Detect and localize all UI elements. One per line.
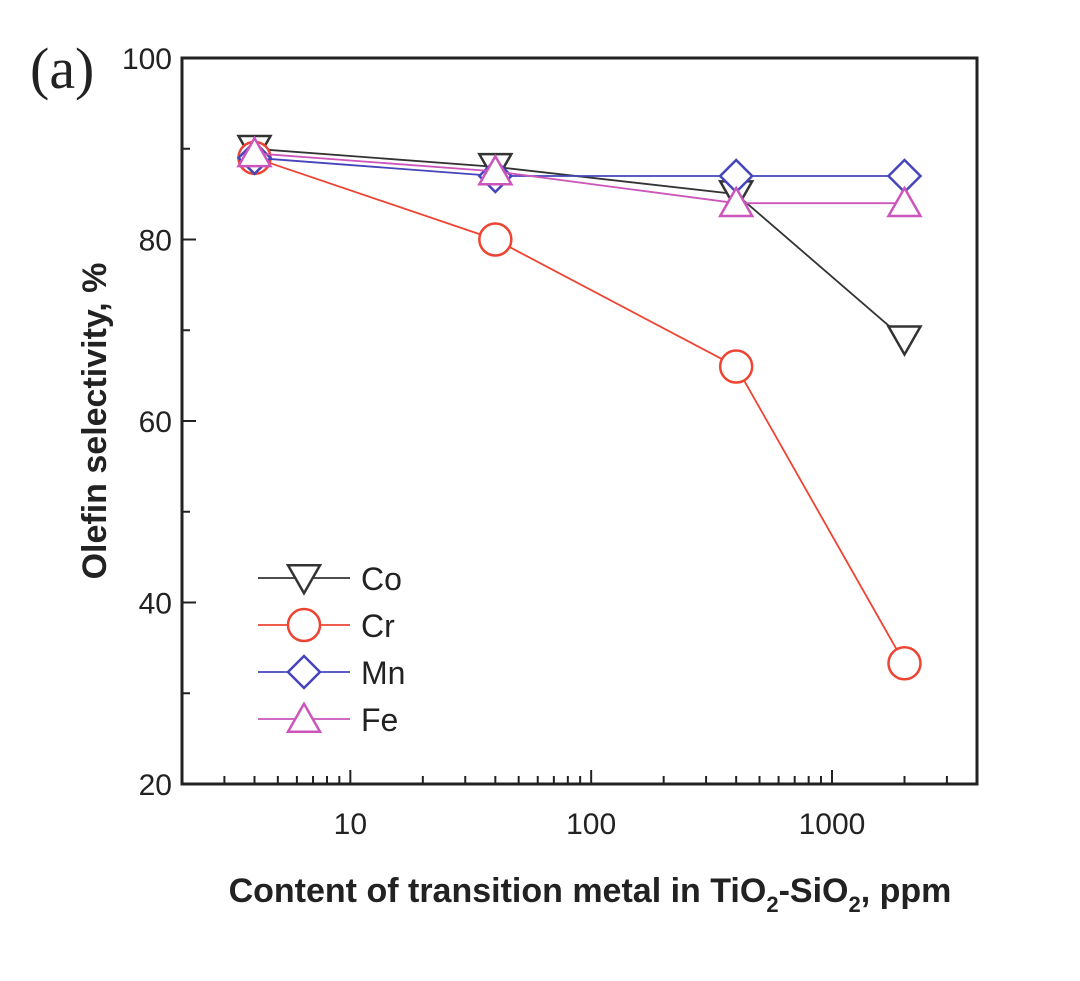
panel-label: (a) (30, 36, 94, 101)
series-layer (236, 134, 923, 681)
x-tick-label: 1000 (799, 808, 866, 841)
y-tick-label: 20 (139, 769, 172, 802)
data-point-fe (718, 185, 755, 218)
legend-item-cr: Cr (258, 607, 395, 644)
y-axis-title: Olefin selectivity, % (76, 263, 114, 580)
series-line-cr (254, 156, 906, 664)
y-tick-label: 100 (122, 43, 172, 76)
legend-item-mn: Mn (258, 654, 405, 691)
legend-item-co: Co (258, 561, 402, 597)
axes: 20 40 60 80 100 10 100 1000 (122, 43, 978, 841)
legend-marker-mn (286, 654, 322, 690)
legend-label-co: Co (361, 561, 402, 597)
data-point-cr (718, 349, 754, 384)
legend-marker-co (285, 563, 323, 596)
legend-item-fe: Fe (258, 701, 398, 738)
legend-marker-cr (286, 607, 322, 643)
x-tick-label: 100 (566, 808, 616, 841)
data-point-cr (887, 646, 922, 681)
legend: Co Cr Mn Fe (258, 561, 405, 738)
series-line-fe (254, 152, 905, 205)
y-tick-label: 40 (139, 588, 172, 621)
data-point-cr (478, 222, 513, 257)
legend-label-mn: Mn (361, 655, 405, 691)
data-point-fe (886, 185, 923, 218)
series-line-mn (254, 156, 905, 177)
series-mn (236, 140, 923, 194)
data-point-fe (236, 135, 273, 168)
legend-label-fe: Fe (361, 702, 398, 738)
data-point-fe (477, 153, 514, 186)
series-co (236, 134, 923, 358)
x-tick-label: 10 (334, 808, 367, 841)
data-point-co (886, 325, 923, 358)
y-tick-label: 80 (139, 225, 172, 258)
legend-marker-fe (285, 701, 323, 734)
series-line-co (254, 147, 906, 340)
x-axis-title: Content of transition metal in TiO2-SiO2… (229, 872, 952, 917)
series-fe (236, 135, 923, 218)
y-tick-label: 60 (139, 406, 172, 439)
series-cr (237, 140, 922, 681)
legend-label-cr: Cr (361, 608, 395, 644)
